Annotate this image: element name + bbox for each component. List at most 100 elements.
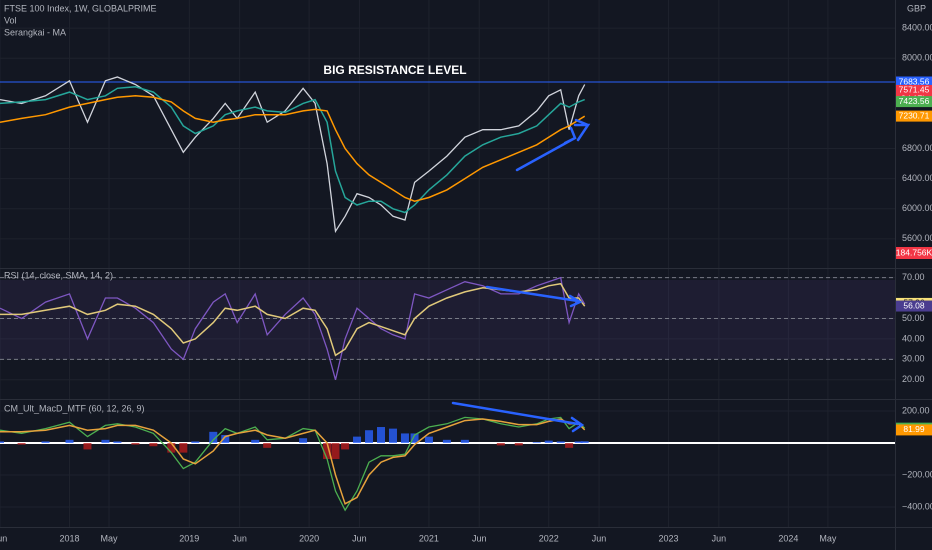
histogram-bar: [442, 439, 451, 444]
histogram-bar: [580, 441, 589, 444]
x-tick-label: Jun: [592, 533, 607, 543]
histogram-bar: [17, 443, 26, 445]
y-tick-label: 8000.00: [902, 53, 932, 63]
histogram-bar: [424, 436, 433, 444]
histogram-bar: [565, 443, 574, 448]
y-tick-label: 5600.00: [902, 233, 932, 243]
plot: [0, 76, 895, 512]
price-badge-label: 7683.56: [899, 76, 930, 86]
x-tick-label: 2020: [299, 533, 319, 543]
annotation: BIG RESISTANCE LEVEL: [323, 63, 466, 77]
price-badge: [896, 300, 932, 312]
x-tick-label: May: [819, 533, 837, 543]
y-tick-label: 40.00: [902, 333, 925, 343]
histogram-bar: [167, 443, 176, 453]
y-tick-label: 20.00: [902, 374, 925, 384]
x-tick-label: 2019: [179, 533, 199, 543]
y-tick-label: 6000.00: [902, 203, 932, 213]
histogram-bar: [365, 430, 374, 444]
y-tick-label: 6400.00: [902, 173, 932, 183]
price-badge: [896, 424, 932, 436]
x-tick-label: Jun: [0, 533, 7, 543]
x-tick-label: Jun: [472, 533, 487, 543]
y-tick-label: 8400.00: [902, 22, 932, 32]
histogram-bar: [65, 439, 74, 444]
x-tick-label: 2022: [539, 533, 559, 543]
histogram-bar: [532, 442, 541, 444]
y-tick-label: 200.00: [902, 405, 930, 415]
arrow: [451, 401, 585, 433]
histogram-bar: [496, 443, 505, 446]
x-tick-label: Jun: [712, 533, 727, 543]
price-badge-label: 7423.56: [899, 96, 930, 106]
y-tick-label: 70.00: [902, 272, 925, 282]
arrow: [485, 285, 583, 308]
price-badge-label: 56.08: [903, 300, 925, 310]
arrow: [515, 126, 577, 172]
legend-entry: Serangkai - MA: [4, 27, 66, 37]
price-badge-label: 7230.71: [899, 110, 930, 120]
chart-title: FTSE 100 Index, 1W, GLOBALPRIME: [4, 3, 157, 13]
histogram-bar: [0, 441, 4, 444]
series-line: [0, 76, 586, 234]
histogram-bar: [331, 443, 340, 460]
x-tick-label: 2018: [59, 533, 79, 543]
rsi-band: [0, 280, 895, 359]
x-tick-label: Jun: [232, 533, 247, 543]
x-tick-label: Jun: [352, 533, 367, 543]
currency: GBP: [907, 3, 926, 13]
histogram-bar: [574, 441, 583, 444]
histogram-bar: [410, 433, 419, 444]
histogram-bar: [388, 428, 397, 444]
y-tick-label: −400.00: [902, 501, 932, 511]
drawn-arrows: [451, 118, 591, 433]
y-tick-label: −200.00: [902, 469, 932, 479]
price-badge: [896, 76, 932, 88]
grid: [0, 0, 895, 527]
histogram-bar: [251, 439, 260, 444]
y-tick-label: 30.00: [902, 354, 925, 364]
y-tick-label: 6800.00: [902, 143, 932, 153]
histogram-bar: [41, 441, 50, 444]
x-tick-label: May: [101, 533, 119, 543]
histogram-bar: [341, 443, 350, 450]
arrow: [573, 118, 591, 142]
histogram-bar: [377, 427, 386, 444]
price-badge: [896, 96, 932, 108]
series-line: [0, 95, 586, 202]
x-tick-label: 2024: [778, 533, 798, 543]
histogram-bar: [460, 439, 469, 444]
pane-title: CM_Ult_MacD_MTF (60, 12, 26, 9): [4, 403, 145, 413]
histogram-bar: [101, 439, 110, 444]
histogram-bar: [83, 443, 92, 450]
histogram-bar: [113, 441, 122, 444]
histogram-bar: [556, 441, 565, 444]
volume-badge: [896, 247, 932, 259]
histogram-bar: [221, 435, 230, 444]
x-tick-label: 2023: [659, 533, 679, 543]
histogram-bar: [191, 441, 200, 444]
price-badge-label: 7571.45: [899, 85, 930, 95]
series-line: [0, 86, 585, 214]
histogram-bar: [323, 443, 332, 460]
price-badge: [896, 110, 932, 122]
histogram-bar: [179, 443, 188, 453]
pane-title: RSI (14, close, SMA, 14, 2): [4, 270, 113, 280]
histogram-bar: [400, 433, 409, 444]
histogram-bar: [544, 440, 553, 444]
histogram-bar: [514, 443, 523, 446]
histogram-bar: [299, 438, 308, 444]
histogram-bar: [131, 443, 140, 445]
legend-entry: Vol: [4, 15, 17, 25]
x-tick-label: 2021: [419, 533, 439, 543]
series-line: [0, 418, 586, 505]
histogram-bar: [263, 443, 272, 448]
volume-label: 184.756K: [896, 247, 932, 257]
price-badge-label: 81.99: [903, 424, 925, 434]
histogram-bar: [149, 443, 158, 447]
histogram-bar: [353, 436, 362, 444]
y-tick-label: 50.00: [902, 313, 925, 323]
